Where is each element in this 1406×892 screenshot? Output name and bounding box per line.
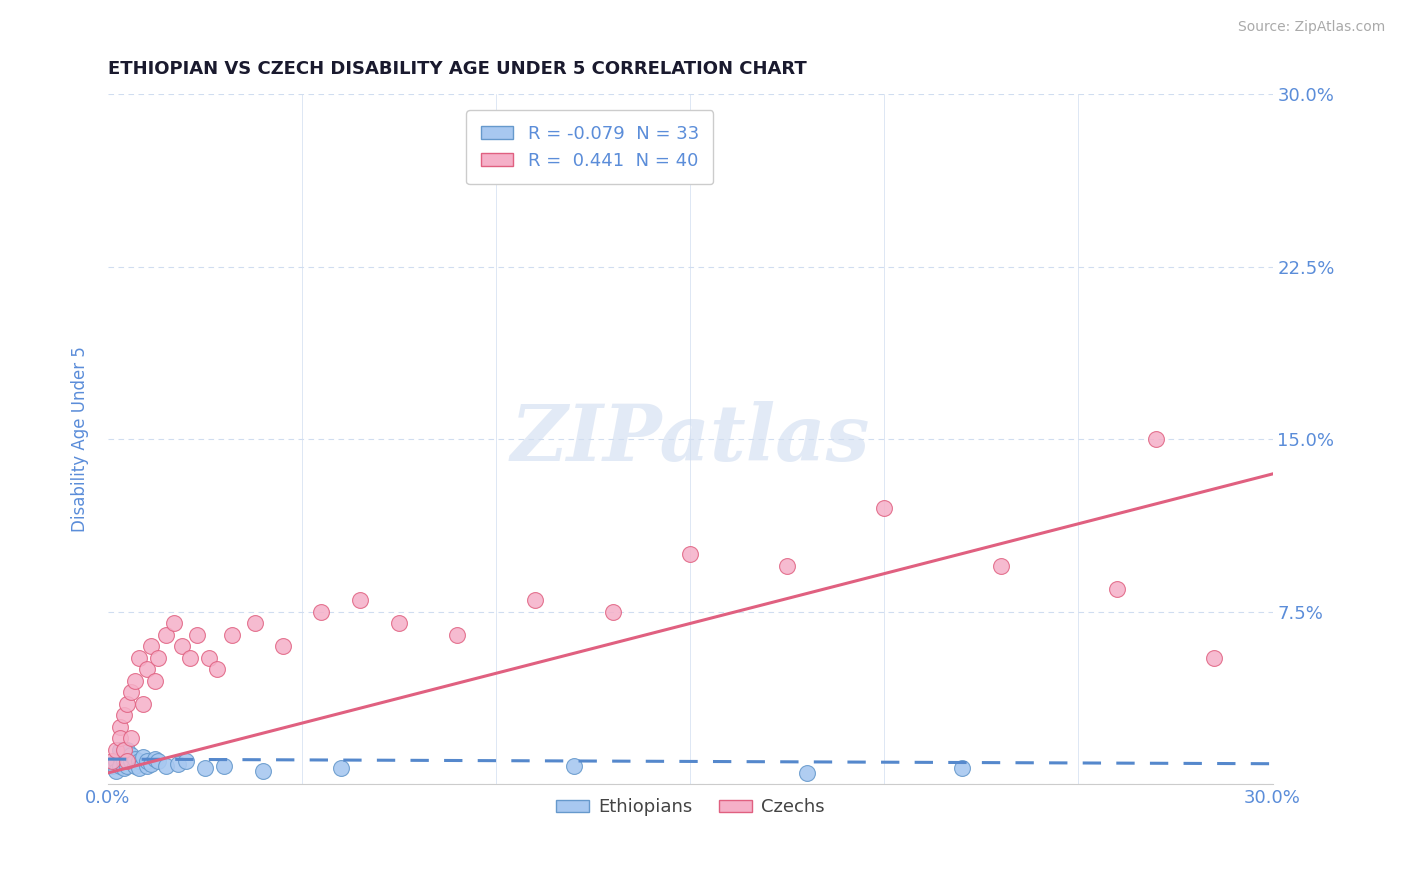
Point [108, 720, 131, 734]
Point [139, 640, 162, 654]
Point [132, 697, 155, 711]
Point [271, 640, 294, 654]
Point [101, 755, 124, 769]
Point [1144, 433, 1167, 447]
Point [112, 743, 135, 757]
Point [124, 673, 146, 688]
Point [1204, 651, 1226, 665]
Point [112, 761, 135, 775]
Point [120, 685, 142, 699]
Point [796, 766, 818, 780]
Point [139, 756, 162, 771]
Legend: Ethiopians, Czechs: Ethiopians, Czechs [548, 791, 831, 823]
Point [135, 662, 157, 676]
Point [252, 764, 274, 778]
Point [245, 616, 267, 631]
Point [167, 756, 190, 771]
Point [104, 743, 127, 757]
Point [135, 759, 157, 773]
Point [179, 651, 201, 665]
Point [329, 761, 352, 775]
Point [128, 651, 150, 665]
Point [221, 628, 243, 642]
Point [990, 558, 1012, 573]
Point [112, 755, 135, 769]
Text: ETHIOPIAN VS CZECH DISABILITY AGE UNDER 5 CORRELATION CHART: ETHIOPIAN VS CZECH DISABILITY AGE UNDER … [108, 60, 807, 78]
Point [143, 673, 166, 688]
Point [170, 640, 193, 654]
Point [143, 752, 166, 766]
Point [1107, 582, 1129, 596]
Point [117, 759, 139, 773]
Point [108, 743, 131, 757]
Point [120, 731, 142, 746]
Point [186, 628, 208, 642]
Point [174, 755, 197, 769]
Text: Source: ZipAtlas.com: Source: ZipAtlas.com [1237, 20, 1385, 34]
Point [679, 548, 702, 562]
Point [124, 752, 146, 766]
Point [950, 761, 973, 775]
Point [446, 628, 468, 642]
Point [108, 749, 131, 764]
Point [104, 755, 127, 769]
Point [214, 759, 236, 773]
Point [349, 593, 371, 607]
Point [194, 761, 217, 775]
Point [562, 759, 585, 773]
Point [120, 747, 142, 762]
Point [128, 755, 150, 769]
Point [135, 755, 157, 769]
Y-axis label: Disability Age Under 5: Disability Age Under 5 [72, 346, 89, 533]
Point [155, 759, 177, 773]
Point [388, 616, 411, 631]
Point [205, 662, 228, 676]
Point [198, 651, 221, 665]
Point [524, 593, 547, 607]
Point [163, 616, 186, 631]
Point [311, 605, 333, 619]
Point [101, 759, 124, 773]
Text: ZIPatlas: ZIPatlas [510, 401, 870, 478]
Point [104, 764, 127, 778]
Point [602, 605, 624, 619]
Point [148, 651, 170, 665]
Point [108, 759, 131, 773]
Point [117, 755, 139, 769]
Point [117, 697, 139, 711]
Point [148, 755, 170, 769]
Point [155, 628, 177, 642]
Point [120, 755, 142, 769]
Point [124, 759, 146, 773]
Point [128, 761, 150, 775]
Point [117, 749, 139, 764]
Point [117, 743, 139, 757]
Point [132, 749, 155, 764]
Point [873, 501, 896, 516]
Point [112, 708, 135, 723]
Point [108, 731, 131, 746]
Point [776, 558, 799, 573]
